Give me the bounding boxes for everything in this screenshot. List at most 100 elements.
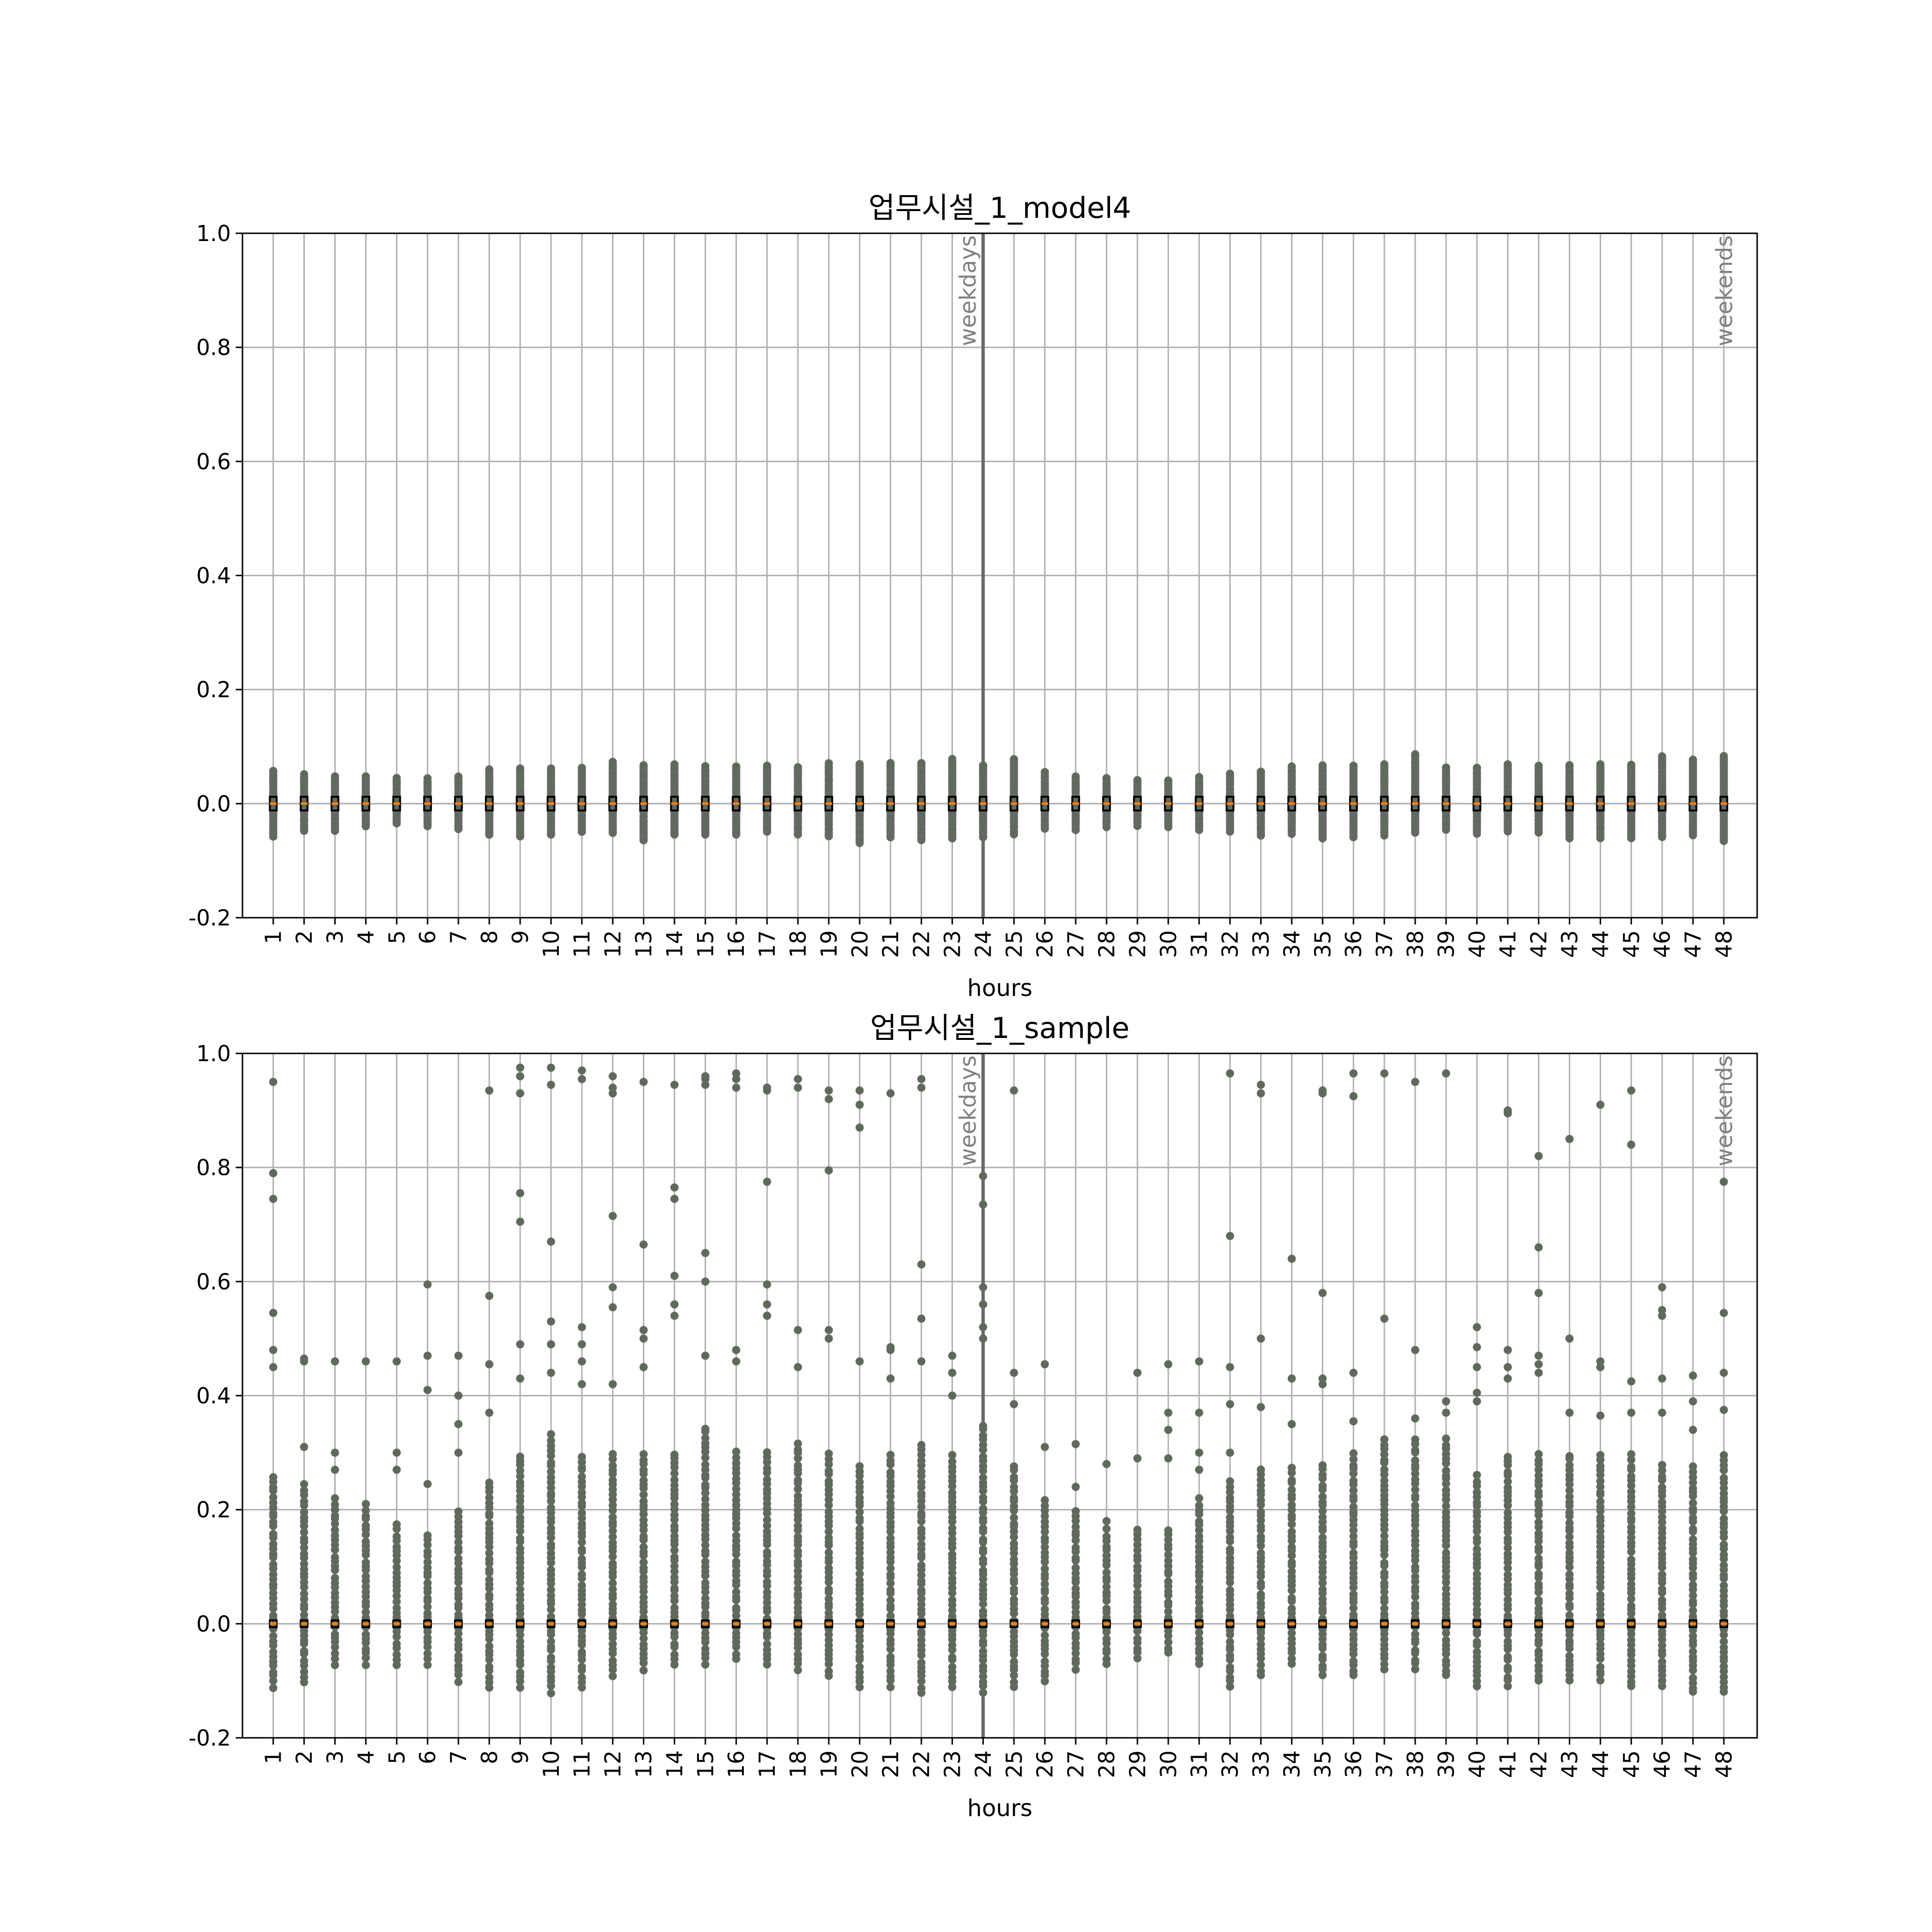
bottom-plot-data-point <box>1504 1653 1512 1662</box>
bottom-plot-data-point <box>639 1558 648 1566</box>
bottom-plot-data-point <box>670 1450 679 1459</box>
bottom-plot-outlier-point <box>1164 1454 1173 1463</box>
bottom-plot-data-point <box>824 1585 833 1594</box>
bottom-plot-data-point <box>639 1666 648 1675</box>
bottom-plot-outlier-point <box>1164 1360 1173 1369</box>
bottom-plot-outlier-point <box>1349 1092 1358 1101</box>
bottom-plot-outlier-point <box>331 1449 339 1457</box>
bottom-plot-outlier-point <box>1504 1346 1512 1354</box>
bottom-plot-data-point <box>300 1647 309 1656</box>
bottom-plot-outlier-point <box>886 1374 895 1383</box>
bottom-plot-data-point <box>824 1507 833 1516</box>
bottom-plot-outlier-point <box>1009 1368 1018 1377</box>
bottom-plot-data-point <box>886 1652 895 1661</box>
bottom-plot-outlier-point <box>547 1340 555 1349</box>
top-plot-x-tick-label: 23 <box>940 930 966 958</box>
bottom-plot-y-tick-label: -0.2 <box>188 1725 231 1751</box>
bottom-plot-data-point <box>794 1461 802 1470</box>
bottom-plot-data-point <box>1318 1662 1327 1670</box>
bottom-plot-data-point <box>1411 1646 1420 1655</box>
bottom-plot-data-point <box>763 1448 771 1457</box>
top-plot-y-tick-label: 0.6 <box>196 449 231 474</box>
top-plot-hour-25-points <box>1009 755 1019 838</box>
bottom-plot-x-tick-label: 21 <box>878 1750 904 1778</box>
bottom-plot-outlier-point <box>1473 1343 1481 1351</box>
bottom-plot-data-point <box>485 1673 494 1682</box>
bottom-plot-data-point <box>1596 1591 1605 1599</box>
bottom-plot-x-tick-label: 19 <box>816 1750 842 1778</box>
bottom-plot-data-point <box>1411 1600 1420 1608</box>
bottom-plot-hour-8-points <box>485 1086 494 1692</box>
bottom-plot-data-point <box>1473 1477 1481 1486</box>
bottom-plot-outlier-point <box>1658 1283 1666 1292</box>
bottom-plot-data-point <box>917 1684 926 1692</box>
bottom-plot-outlier-point <box>670 1194 679 1203</box>
bottom-plot-data-point <box>1534 1488 1543 1496</box>
top-plot-hour-18-points <box>794 763 802 839</box>
bottom-plot-data-point <box>1287 1463 1296 1472</box>
bottom-plot-data-point <box>1380 1435 1389 1444</box>
top-plot-data-point <box>886 759 895 767</box>
bottom-plot-outlier-point <box>1565 1135 1574 1143</box>
bottom-plot-data-point <box>1257 1465 1265 1474</box>
top-plot-data-point <box>794 763 802 771</box>
top-plot-hour-4-points <box>361 772 370 831</box>
bottom-plot-hour-47-points <box>1689 1371 1698 1696</box>
bottom-plot-outlier-point <box>1226 1232 1235 1240</box>
bottom-plot-outlier-point <box>1719 1368 1728 1377</box>
bottom-plot-data-point <box>1596 1451 1605 1460</box>
bottom-plot-hour-2-points <box>299 1354 309 1687</box>
bottom-plot-outlier-point <box>763 1086 771 1095</box>
bottom-plot-outlier-point <box>485 1360 494 1369</box>
bottom-plot-outlier-point <box>1195 1465 1204 1474</box>
bottom-plot-outlier-point <box>701 1080 710 1089</box>
bottom-plot-data-point <box>1318 1651 1327 1660</box>
bottom-plot-data-point <box>763 1475 771 1484</box>
bottom-plot-data-point <box>1349 1449 1358 1458</box>
bottom-plot-outlier-point <box>1009 1400 1018 1408</box>
bottom-plot-data-point <box>547 1612 555 1621</box>
bottom-plot-outlier-point <box>886 1089 895 1098</box>
bottom-plot-hour-37-points <box>1380 1069 1389 1674</box>
bottom-plot-data-point <box>917 1561 926 1570</box>
top-plot-hour-21-points <box>886 759 895 842</box>
top-plot-title: 업무시설_1_model4 <box>868 191 1131 225</box>
top-plot-data-point <box>1689 755 1697 764</box>
bottom-plot-outlier-point <box>516 1374 525 1383</box>
bottom-plot-data-point <box>1627 1450 1635 1459</box>
bottom-plot-data-point <box>1534 1570 1543 1578</box>
bottom-plot-data-point <box>639 1543 648 1551</box>
bottom-plot-data-point <box>578 1555 586 1563</box>
bottom-plot-data-point <box>1040 1496 1049 1505</box>
bottom-plot-outlier-point <box>732 1083 740 1092</box>
bottom-plot-outlier-point <box>1133 1368 1142 1377</box>
bottom-plot-data-point <box>1534 1498 1543 1507</box>
top-plot-hour-33-points <box>1256 767 1265 840</box>
bottom-plot-outlier-point <box>1719 1406 1728 1414</box>
bottom-plot-data-point <box>701 1424 710 1433</box>
top-plot-x-tick-label: 17 <box>754 930 780 958</box>
top-plot-data-point <box>609 757 617 766</box>
bottom-plot-data-point <box>1009 1539 1018 1548</box>
bottom-plot-data-point <box>1658 1611 1666 1619</box>
bottom-plot-outlier-point <box>1473 1397 1481 1406</box>
bottom-plot-hour-6-points <box>423 1280 432 1669</box>
bottom-plot-outlier-point <box>1009 1086 1018 1095</box>
bottom-plot-x-tick-label: 40 <box>1464 1750 1490 1778</box>
bottom-plot-hour-48-points <box>1719 1178 1728 1696</box>
bottom-plot-x-tick-label: 3 <box>323 1750 348 1764</box>
bottom-plot-hour-4-points <box>361 1357 370 1669</box>
bottom-plot-hour-20-points <box>855 1086 864 1691</box>
top-plot-x-tick-label: 4 <box>353 930 379 944</box>
bottom-plot-x-tick-label: 1 <box>261 1750 286 1764</box>
bottom-plot-data-point <box>1442 1656 1450 1665</box>
bottom-plot-data-point <box>1689 1499 1697 1507</box>
bottom-plot-data-point <box>1164 1577 1173 1586</box>
bottom-plot-hour-43-points <box>1565 1135 1574 1685</box>
bottom-plot-data-point <box>516 1668 525 1677</box>
bottom-plot-hour-38-points <box>1411 1078 1420 1674</box>
top-plot-data-point <box>1596 760 1605 768</box>
bottom-plot-data-point <box>1411 1656 1420 1664</box>
bottom-plot-x-tick-label: 6 <box>415 1750 440 1764</box>
bottom-plot-hour-46-points <box>1658 1283 1667 1690</box>
